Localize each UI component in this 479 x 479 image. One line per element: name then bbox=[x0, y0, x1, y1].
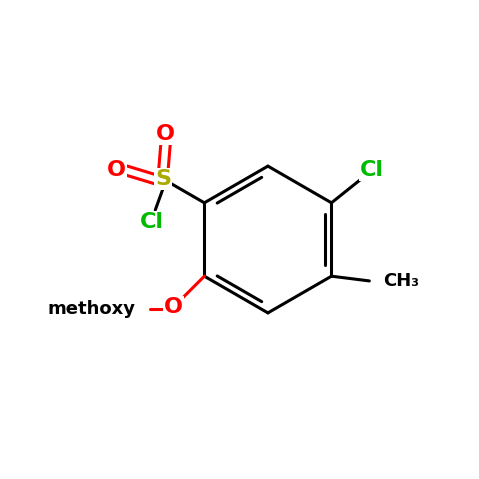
Text: O: O bbox=[164, 297, 183, 317]
Text: S: S bbox=[155, 169, 171, 189]
Text: Cl: Cl bbox=[360, 160, 384, 180]
Text: O: O bbox=[156, 124, 175, 144]
Text: methoxy: methoxy bbox=[48, 300, 136, 319]
Text: CH₃: CH₃ bbox=[384, 272, 420, 290]
Text: Cl: Cl bbox=[139, 212, 163, 232]
Text: O: O bbox=[106, 160, 125, 180]
